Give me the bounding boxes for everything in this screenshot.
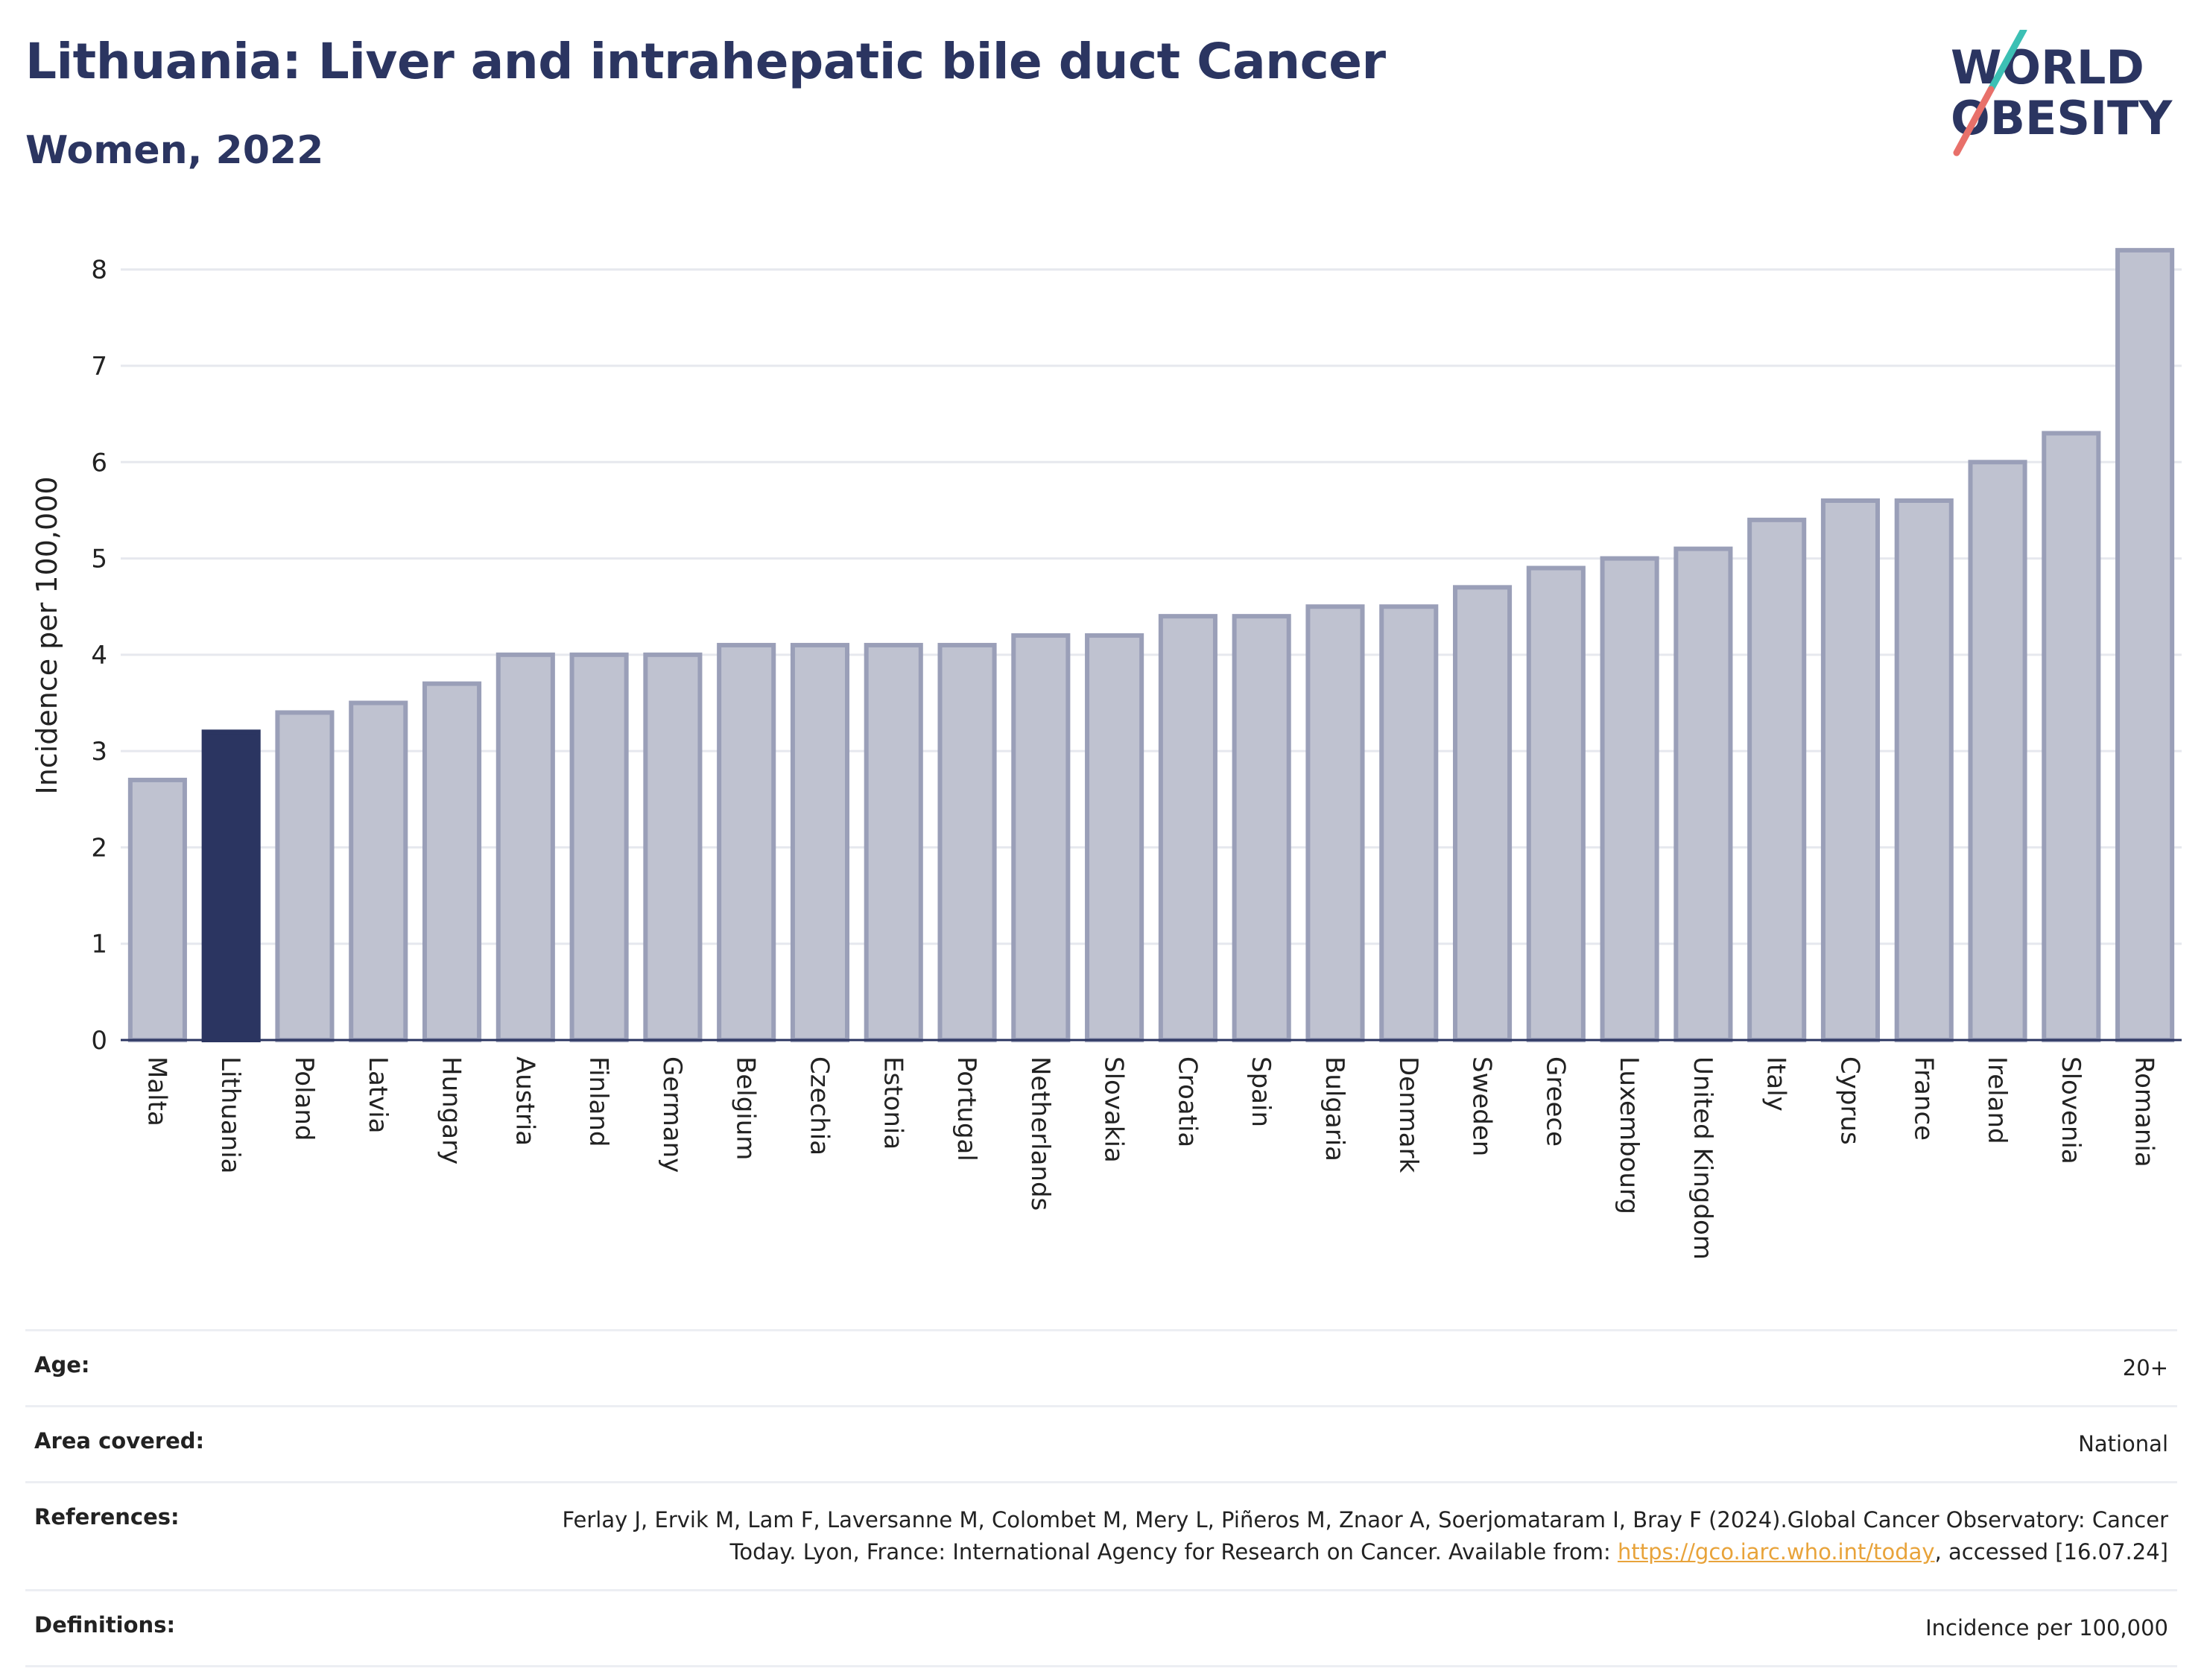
x-tick-label: Lithuania (215, 1056, 245, 1173)
x-tick-label: Sweden (1467, 1056, 1497, 1156)
y-tick-label: 7 (91, 352, 107, 381)
x-tick-label: Spain (1246, 1056, 1276, 1127)
references-text: Ferlay J, Ervik M, Lam F, Laversanne M, … (562, 1507, 2168, 1565)
y-tick-label: 6 (91, 448, 107, 478)
definitions-label: Definitions: (34, 1612, 176, 1638)
bar-czechia (790, 642, 850, 1042)
bar-estonia (864, 642, 923, 1042)
x-tick-label: France (1908, 1056, 1938, 1141)
bar-austria (495, 652, 555, 1042)
references-accessed: , accessed [16.07.24] (1934, 1539, 2168, 1565)
bar-poland (275, 710, 335, 1043)
bar-bulgaria (1305, 604, 1365, 1042)
x-tick-label: Cyprus (1834, 1056, 1864, 1145)
meta-row-references: References: Ferlay J, Ervik M, Lam F, La… (25, 1481, 2177, 1589)
meta-row-area: Area covered: National (25, 1405, 2177, 1481)
x-tick-label: Germany (657, 1056, 687, 1173)
bar-luxembourg (1600, 556, 1659, 1042)
meta-row-definitions: Definitions: Incidence per 100,000 (25, 1589, 2177, 1667)
y-tick-label: 3 (91, 737, 107, 767)
x-tick-label: Luxembourg (1614, 1056, 1644, 1214)
meta-row-age: Age: 20+ (25, 1329, 2177, 1405)
x-tick-label: Denmark (1393, 1056, 1423, 1173)
x-tick-label: Latvia (363, 1056, 393, 1134)
bar-malta (127, 777, 187, 1043)
bar-finland (569, 652, 629, 1042)
x-tick-label: Italy (1761, 1056, 1791, 1112)
x-tick-label: Portugal (951, 1056, 981, 1161)
bar-germany (643, 652, 703, 1042)
world-obesity-logo: WORLD OBESITY (1951, 30, 2173, 156)
y-tick-label: 8 (91, 256, 107, 285)
definitions-value: Incidence per 100,000 (1925, 1615, 2168, 1641)
area-label: Area covered: (34, 1428, 205, 1454)
references-value: Ferlay J, Ervik M, Lam F, Laversanne M, … (520, 1483, 2177, 1589)
references-label: References: (34, 1504, 180, 1530)
x-tick-label: Slovakia (1099, 1056, 1129, 1163)
x-tick-label: Netherlands (1025, 1056, 1055, 1211)
bar-slovakia (1085, 633, 1144, 1042)
y-tick-label: 5 (91, 545, 107, 574)
references-link[interactable]: https://gco.iarc.who.int/today (1617, 1539, 1935, 1565)
bar-slovenia (2042, 431, 2101, 1042)
metadata-table: Age: 20+ Area covered: National Referenc… (25, 1329, 2177, 1667)
bar-denmark (1379, 604, 1439, 1042)
svg-text:WORLD: WORLD (1951, 40, 2144, 95)
x-tick-label: Austria (510, 1056, 539, 1146)
bar-romania (2115, 247, 2175, 1042)
x-tick-label: Hungary (437, 1056, 466, 1164)
area-value: National (2078, 1431, 2168, 1456)
x-tick-label: Ireland (1982, 1056, 2012, 1144)
x-tick-label: Malta (142, 1056, 171, 1126)
x-tick-label: Estonia (878, 1056, 908, 1150)
age-label: Age: (34, 1352, 90, 1378)
x-tick-label: Greece (1540, 1056, 1570, 1147)
x-tick-label: Poland (289, 1056, 319, 1141)
bar-italy (1747, 517, 1807, 1042)
bar-chart: 0 1 2 3 4 5 6 7 8 Malta Lithuania Poland Latvia Hunga… (31, 247, 2182, 1260)
x-tick-label: Belgium (731, 1056, 761, 1160)
y-axis-label: Incidence per 100,000 (31, 476, 63, 794)
age-value: 20+ (2122, 1355, 2168, 1381)
bar-latvia (349, 700, 408, 1042)
y-tick-label: 4 (91, 641, 107, 671)
x-tick-label: Finland (583, 1056, 613, 1147)
bar-greece (1526, 565, 1586, 1042)
bar-sweden (1452, 585, 1513, 1042)
x-tick-label: Romania (2129, 1056, 2159, 1167)
bar-ireland (1968, 460, 2027, 1042)
bar-france (1894, 498, 1954, 1042)
bar-cyprus (1820, 498, 1881, 1042)
x-tick-label: Czechia (804, 1056, 834, 1156)
y-tick-label: 2 (91, 833, 107, 863)
page-subtitle: Women, 2022 (25, 128, 324, 173)
bar-croatia (1158, 614, 1217, 1042)
y-tick-label: 1 (91, 930, 107, 960)
page-title: Lithuania: Liver and intrahepatic bile d… (25, 33, 1386, 90)
x-tick-label: Croatia (1172, 1056, 1202, 1147)
bar-portugal (937, 642, 997, 1042)
bar-united-kingdom (1673, 546, 1733, 1042)
x-tick-label: Bulgaria (1320, 1056, 1349, 1161)
y-tick-label: 0 (91, 1026, 107, 1056)
x-tick-label: United Kingdom (1688, 1056, 1717, 1260)
bar-belgium (717, 642, 776, 1042)
x-tick-label: Slovenia (2056, 1056, 2086, 1164)
bar-lithuania (201, 729, 261, 1042)
bar-spain (1232, 614, 1291, 1042)
bar-hungary (422, 681, 482, 1043)
bar-netherlands (1011, 633, 1071, 1042)
